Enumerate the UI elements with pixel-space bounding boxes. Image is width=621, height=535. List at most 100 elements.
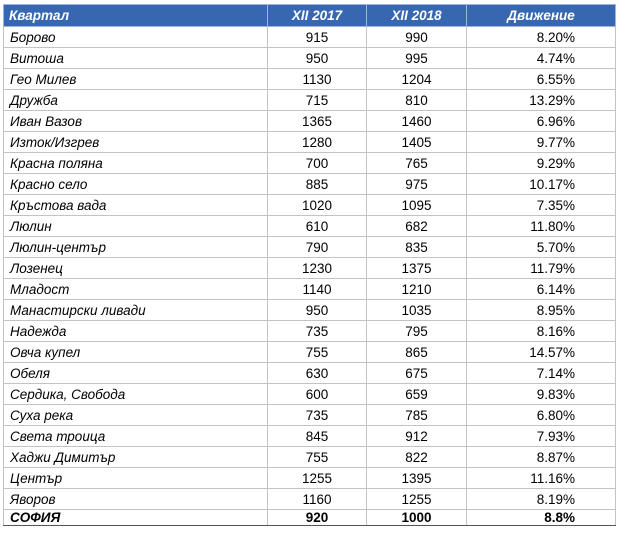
value-2017-cell: 885: [267, 173, 367, 195]
district-cell: Борово: [3, 26, 268, 48]
total-row: СОФИЯ 920 1000 8.8%: [3, 509, 616, 526]
district-cell: Младост: [3, 278, 268, 300]
district-cell: Обеля: [3, 362, 268, 384]
table-row: Люлин 610 682 11.80%: [3, 215, 616, 237]
table-row: Гео Милев 1130 1204 6.55%: [3, 68, 616, 90]
change-cell: 10.17%: [466, 173, 616, 195]
header-row: Квартал XII 2017 XII 2018 Движение: [3, 4, 616, 27]
change-cell: 7.14%: [466, 362, 616, 384]
change-cell: 6.14%: [466, 278, 616, 300]
district-cell: Люлин: [3, 215, 268, 237]
value-2018-cell: 835: [366, 236, 467, 258]
value-2017-cell: 1160: [267, 488, 367, 510]
total-change-cell: 8.8%: [466, 509, 616, 526]
table-row: Хаджи Димитър 755 822 8.87%: [3, 446, 616, 468]
change-cell: 8.19%: [466, 488, 616, 510]
district-cell: Изток/Изгрев: [3, 131, 268, 153]
value-2017-cell: 1230: [267, 257, 367, 279]
value-2017-cell: 715: [267, 89, 367, 111]
value-2018-cell: 765: [366, 152, 467, 174]
district-cell: Сердика, Свобода: [3, 383, 268, 405]
district-cell: Света троица: [3, 425, 268, 447]
column-header-change: Движение: [466, 4, 616, 27]
table-header: Квартал XII 2017 XII 2018 Движение: [3, 4, 616, 27]
column-header-2017: XII 2017: [267, 4, 367, 27]
change-cell: 8.16%: [466, 320, 616, 342]
district-cell: Манастирски ливади: [3, 299, 268, 321]
table-row: Сердика, Свобода 600 659 9.83%: [3, 383, 616, 405]
value-2018-cell: 1255: [366, 488, 467, 510]
value-2018-cell: 1395: [366, 467, 467, 489]
table-row: Яворов 1160 1255 8.19%: [3, 488, 616, 510]
value-2018-cell: 1375: [366, 257, 467, 279]
table-row: Лозенец 1230 1375 11.79%: [3, 257, 616, 279]
change-cell: 5.70%: [466, 236, 616, 258]
value-2018-cell: 1405: [366, 131, 467, 153]
value-2017-cell: 630: [267, 362, 367, 384]
change-cell: 7.35%: [466, 194, 616, 216]
value-2017-cell: 755: [267, 446, 367, 468]
column-header-2018: XII 2018: [366, 4, 467, 27]
district-cell: Дружба: [3, 89, 268, 111]
table-row: Витоша 950 995 4.74%: [3, 47, 616, 69]
value-2017-cell: 1365: [267, 110, 367, 132]
value-2017-cell: 1130: [267, 68, 367, 90]
value-2017-cell: 1280: [267, 131, 367, 153]
price-table-container: Квартал XII 2017 XII 2018 Движение Боров…: [3, 4, 616, 526]
change-cell: 8.95%: [466, 299, 616, 321]
table-row: Дружба 715 810 13.29%: [3, 89, 616, 111]
district-cell: Гео Милев: [3, 68, 268, 90]
value-2018-cell: 785: [366, 404, 467, 426]
table-row: Борово 915 990 8.20%: [3, 26, 616, 48]
change-cell: 9.29%: [466, 152, 616, 174]
value-2018-cell: 912: [366, 425, 467, 447]
district-cell: Люлин-център: [3, 236, 268, 258]
change-cell: 14.57%: [466, 341, 616, 363]
change-cell: 9.83%: [466, 383, 616, 405]
value-2018-cell: 1210: [366, 278, 467, 300]
district-cell: Лозенец: [3, 257, 268, 279]
change-cell: 8.87%: [466, 446, 616, 468]
total-value-2018-cell: 1000: [366, 509, 467, 526]
change-cell: 11.80%: [466, 215, 616, 237]
value-2017-cell: 600: [267, 383, 367, 405]
table-row: Манастирски ливади 950 1035 8.95%: [3, 299, 616, 321]
value-2017-cell: 950: [267, 299, 367, 321]
district-cell: Суха река: [3, 404, 268, 426]
change-cell: 11.79%: [466, 257, 616, 279]
value-2018-cell: 682: [366, 215, 467, 237]
total-value-2017-cell: 920: [267, 509, 367, 526]
value-2017-cell: 1255: [267, 467, 367, 489]
district-cell: Красна поляна: [3, 152, 268, 174]
value-2017-cell: 915: [267, 26, 367, 48]
value-2018-cell: 795: [366, 320, 467, 342]
district-cell: Хаджи Димитър: [3, 446, 268, 468]
value-2017-cell: 735: [267, 404, 367, 426]
value-2018-cell: 822: [366, 446, 467, 468]
value-2017-cell: 790: [267, 236, 367, 258]
total-district-cell: СОФИЯ: [3, 509, 268, 526]
change-cell: 6.96%: [466, 110, 616, 132]
district-cell: Надежда: [3, 320, 268, 342]
value-2017-cell: 610: [267, 215, 367, 237]
table-row: Красно село 885 975 10.17%: [3, 173, 616, 195]
district-cell: Красно село: [3, 173, 268, 195]
value-2017-cell: 950: [267, 47, 367, 69]
table-row: Център 1255 1395 11.16%: [3, 467, 616, 489]
value-2018-cell: 1460: [366, 110, 467, 132]
change-cell: 13.29%: [466, 89, 616, 111]
table-row: Обеля 630 675 7.14%: [3, 362, 616, 384]
value-2018-cell: 1204: [366, 68, 467, 90]
value-2017-cell: 1140: [267, 278, 367, 300]
district-cell: Иван Вазов: [3, 110, 268, 132]
change-cell: 9.77%: [466, 131, 616, 153]
district-cell: Витоша: [3, 47, 268, 69]
value-2018-cell: 675: [366, 362, 467, 384]
district-cell: Овча купел: [3, 341, 268, 363]
table-row: Света троица 845 912 7.93%: [3, 425, 616, 447]
table-row: Кръстова вада 1020 1095 7.35%: [3, 194, 616, 216]
table-row: Иван Вазов 1365 1460 6.96%: [3, 110, 616, 132]
table-row: Красна поляна 700 765 9.29%: [3, 152, 616, 174]
value-2017-cell: 845: [267, 425, 367, 447]
table-body: Борово 915 990 8.20% Витоша 950 995 4.74% Гео Ми…: [3, 26, 616, 510]
